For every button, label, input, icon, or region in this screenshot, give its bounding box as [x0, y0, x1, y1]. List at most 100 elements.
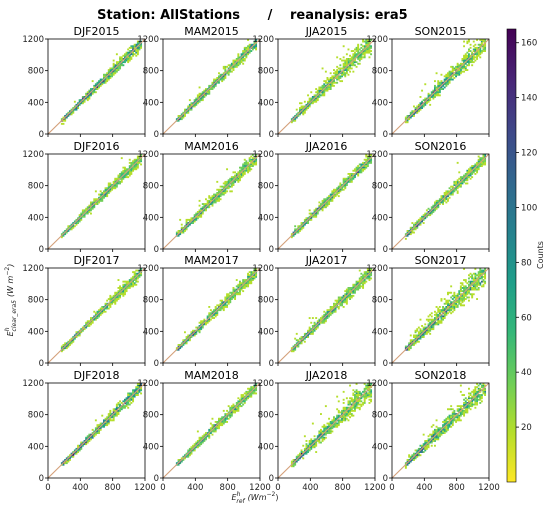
hex-cell: [463, 405, 466, 408]
hex-cell: [349, 397, 352, 400]
hex-cell: [347, 403, 350, 406]
hex-cell: [447, 312, 449, 315]
hex-cell: [318, 430, 321, 433]
hex-cell: [201, 321, 204, 324]
hex-cell: [311, 326, 314, 329]
hex-cell: [463, 180, 466, 183]
hex-cell: [128, 403, 131, 406]
hex-cell: [205, 436, 207, 439]
hex-cell: [86, 206, 89, 209]
hex-cell: [482, 40, 485, 43]
hex-cell: [456, 65, 459, 68]
hex-cell: [213, 317, 216, 319]
hex-cell: [434, 321, 436, 324]
hex-cell: [88, 96, 91, 98]
hex-cell: [350, 62, 353, 65]
hex-cell: [366, 165, 369, 167]
hex-cell: [437, 428, 440, 431]
y-tick-label: 1200: [137, 264, 159, 274]
hex-cell: [445, 306, 448, 308]
hex-cell: [358, 287, 361, 289]
hex-cell: [232, 182, 235, 185]
hex-cell: [106, 299, 109, 302]
hex-cell: [211, 88, 214, 90]
hex-cell: [253, 40, 256, 43]
hex-cell: [91, 207, 94, 210]
hex-cell: [368, 271, 371, 274]
hex-cell: [354, 291, 356, 294]
hex-cell: [120, 56, 123, 59]
hex-cell: [474, 392, 477, 395]
hex-cell: [222, 306, 225, 308]
hex-cell: [177, 115, 180, 117]
hex-cell: [320, 317, 322, 319]
hex-cell: [235, 409, 238, 412]
hex-cell: [187, 105, 190, 108]
hex-cell: [323, 91, 326, 94]
hex-cell: [429, 99, 432, 102]
hex-cell: [355, 283, 358, 286]
hex-cell: [471, 59, 474, 62]
hex-cell: [224, 67, 227, 70]
hex-cell: [466, 293, 469, 296]
hex-cell: [438, 321, 441, 324]
hex-cell: [255, 392, 258, 395]
hex-cell: [363, 40, 366, 43]
hex-cell: [349, 402, 352, 404]
hex-cell: [318, 88, 321, 90]
hex-cell: [135, 45, 138, 48]
hex-cell: [297, 225, 300, 228]
hex-cell: [132, 48, 135, 51]
hex-cell: [464, 287, 467, 289]
hex-cell: [422, 329, 425, 332]
hex-cell: [334, 309, 337, 312]
hex-cell: [440, 86, 443, 89]
hex-cell: [482, 157, 485, 160]
hex-cell: [132, 168, 135, 171]
hex-cell: [464, 397, 467, 400]
hex-cell: [416, 451, 419, 453]
hex-cell: [347, 296, 350, 299]
hex-cell: [413, 223, 415, 226]
hex-cell: [427, 214, 430, 217]
hex-cell: [430, 206, 433, 209]
hex-cell: [479, 48, 482, 51]
hex-cell: [106, 306, 109, 308]
hex-cell: [103, 77, 105, 79]
hex-cell: [114, 64, 117, 67]
hex-cell: [416, 336, 419, 338]
hex-cell: [235, 64, 238, 67]
hex-cell: [305, 443, 308, 446]
hex-cell: [98, 310, 101, 313]
hex-cell: [294, 344, 297, 346]
hex-cell: [427, 440, 430, 442]
hex-cell: [448, 304, 451, 307]
hex-cell: [127, 402, 130, 404]
hex-cell: [88, 209, 91, 212]
hex-cell: [434, 432, 436, 434]
hex-cell: [434, 436, 436, 439]
hex-cell: [216, 313, 219, 316]
hex-cell: [414, 226, 417, 229]
hex-cell: [206, 88, 209, 90]
hex-cell: [421, 329, 424, 332]
hex-cell: [477, 51, 480, 54]
hex-cell: [229, 409, 232, 412]
hex-cell: [409, 342, 412, 345]
hex-cell: [458, 65, 461, 68]
hex-cell: [99, 427, 102, 430]
hex-cell: [130, 277, 133, 280]
hex-cell: [193, 447, 196, 450]
hex-cell: [448, 73, 451, 76]
hex-cell: [253, 269, 256, 272]
hex-cell: [193, 218, 196, 221]
hex-cell: [464, 59, 467, 62]
hex-cell: [329, 193, 332, 196]
hex-cell: [347, 290, 350, 293]
hex-cell: [308, 105, 311, 108]
hex-cell: [328, 315, 331, 318]
hex-cell: [88, 323, 91, 326]
hex-cell: [136, 166, 139, 169]
hex-cell: [463, 279, 466, 281]
hex-cell: [253, 161, 256, 164]
